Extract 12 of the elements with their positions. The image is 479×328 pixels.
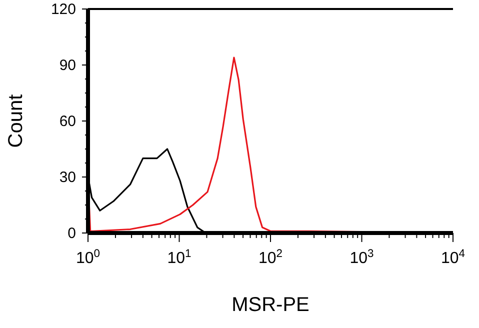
x-tick-label: 10$^{3}$ bbox=[350, 248, 374, 267]
y-axis-title: Count bbox=[5, 94, 27, 148]
y-tick-label: 120 bbox=[50, 1, 76, 18]
y-tick-label: 90 bbox=[59, 57, 76, 74]
x-tick-label: 10$^{1}$ bbox=[167, 248, 192, 267]
x-tick-label: 10$^{4}$ bbox=[440, 248, 466, 267]
x-tick-label: 10$^{0}$ bbox=[76, 248, 100, 267]
y-tick-label: 0 bbox=[68, 225, 76, 242]
y-tick-label: 30 bbox=[59, 169, 76, 186]
x-tick-label: 10$^{2}$ bbox=[258, 248, 283, 267]
y-tick-label: 60 bbox=[59, 113, 76, 130]
x-axis-title: MSR-PE bbox=[232, 294, 310, 316]
